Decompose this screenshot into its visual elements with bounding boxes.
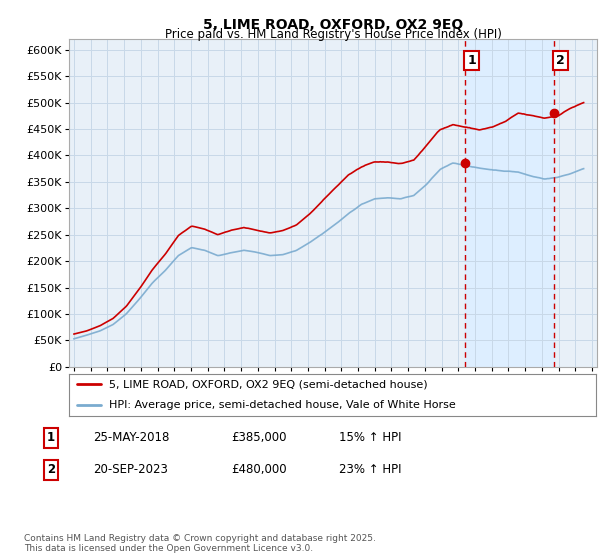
Text: £480,000: £480,000 [231,463,287,477]
Text: 1: 1 [47,431,55,445]
Text: 5, LIME ROAD, OXFORD, OX2 9EQ (semi-detached house): 5, LIME ROAD, OXFORD, OX2 9EQ (semi-deta… [109,380,427,389]
Text: £385,000: £385,000 [231,431,287,445]
Text: 25-MAY-2018: 25-MAY-2018 [93,431,169,445]
Text: 2: 2 [556,54,565,67]
Text: 23% ↑ HPI: 23% ↑ HPI [339,463,401,477]
Text: Contains HM Land Registry data © Crown copyright and database right 2025.
This d: Contains HM Land Registry data © Crown c… [24,534,376,553]
Text: 20-SEP-2023: 20-SEP-2023 [93,463,168,477]
Bar [464,39,554,367]
Text: 15% ↑ HPI: 15% ↑ HPI [339,431,401,445]
Text: 2: 2 [47,463,55,477]
Text: Price paid vs. HM Land Registry's House Price Index (HPI): Price paid vs. HM Land Registry's House … [164,28,502,41]
Text: HPI: Average price, semi-detached house, Vale of White Horse: HPI: Average price, semi-detached house,… [109,400,455,410]
Text: 5, LIME ROAD, OXFORD, OX2 9EQ: 5, LIME ROAD, OXFORD, OX2 9EQ [203,18,463,32]
Text: 1: 1 [467,54,476,67]
